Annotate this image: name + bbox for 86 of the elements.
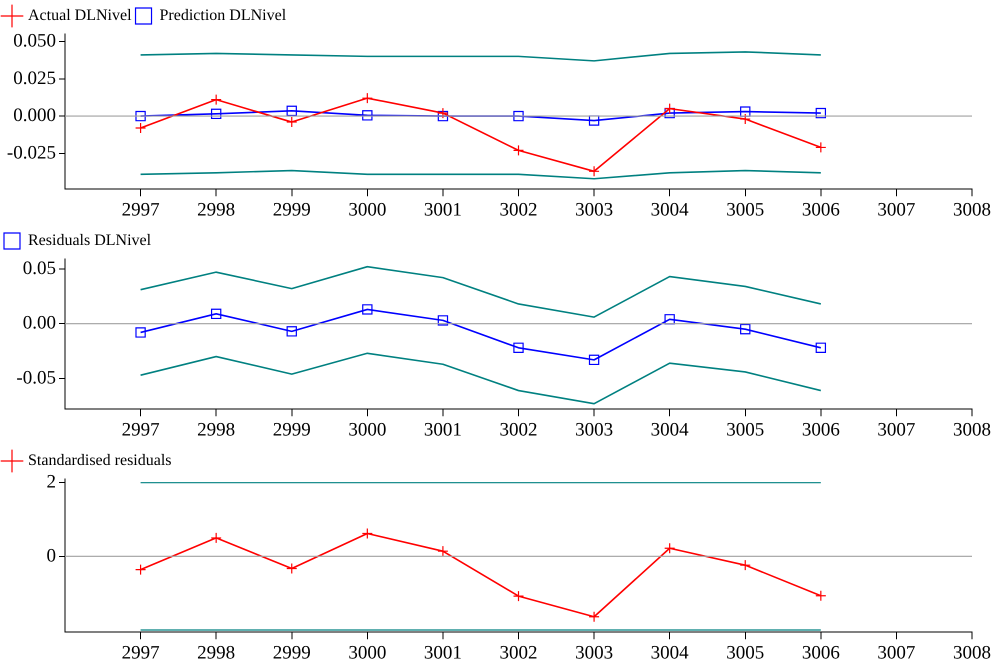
point [664,542,676,554]
y-tick-label: 0.00 [22,312,56,334]
x-tick-label: 2999 [272,420,311,441]
point [513,342,524,353]
x-tick-label: 3002 [500,420,538,441]
x-tick-label: 3000 [348,642,386,664]
x-tick-label: 3007 [877,642,916,664]
x-tick-label: 2998 [197,642,236,664]
x-tick-label: 3004 [650,420,690,441]
x-tick-label: 3007 [877,200,916,221]
x-tick-label: 3007 [877,420,916,441]
point [134,122,146,134]
y-tick-label: -0.025 [6,142,56,164]
point [437,107,449,119]
y-tick-label: 0.050 [13,30,56,52]
x-tick-label: 3002 [500,200,538,221]
x-tick-label: 3006 [802,200,840,221]
point [135,110,146,122]
x-tick-label: 2998 [197,200,236,221]
x-tick-label: 3000 [348,420,386,441]
x-tick-label: 3008 [953,420,991,441]
legend-label: Actual DLNivel [28,7,132,24]
point [437,546,449,557]
point [512,144,524,156]
y-tick-label: 0 [46,545,56,566]
x-tick-label: 2999 [272,642,311,664]
legend-label: Standardised residuals [28,452,172,470]
point [210,532,222,544]
point [588,611,600,622]
x-tick-label: 3005 [726,200,764,221]
point [816,108,826,118]
x-tick-label: 3006 [802,420,840,441]
x-tick-label: 2998 [197,420,236,441]
point [438,315,448,326]
x-tick-label: 2997 [122,420,160,441]
point [362,110,373,121]
point [362,528,373,540]
point [286,562,298,574]
point [134,564,146,576]
x-tick-label: 3005 [726,420,764,441]
y-tick-label: -0.05 [16,367,56,388]
x-tick-label: 2997 [122,642,160,664]
point [210,108,222,120]
point [438,110,448,122]
point [740,324,750,334]
point [816,342,826,353]
point [362,304,373,315]
x-tick-label: 3005 [726,642,764,664]
x-tick-label: 3000 [348,200,386,221]
point [135,327,146,338]
point [815,142,826,154]
x-tick-label: 3003 [575,420,614,441]
point [740,113,751,125]
point [210,308,222,320]
x-tick-label: 3001 [424,642,462,664]
x-tick-label: 3008 [953,642,991,664]
point [815,590,826,602]
x-tick-label: 3004 [650,200,690,221]
x-tick-label: 2997 [122,200,160,221]
legend-label: Prediction DLNivel [160,7,287,24]
y-tick-label: 2 [46,472,56,493]
x-tick-label: 2999 [272,200,311,221]
point [512,590,524,602]
x-tick-label: 3002 [500,642,538,664]
x-tick-label: 3003 [575,200,614,221]
x-tick-label: 3004 [650,642,690,664]
point [664,103,676,114]
point [286,116,298,128]
point [740,106,750,117]
point [513,110,524,122]
y-tick-label: 0.000 [13,105,56,126]
x-tick-label: 3008 [953,200,991,221]
point [286,326,297,337]
x-tick-label: 3001 [424,200,462,221]
y-tick-label: 0.025 [13,68,56,89]
point [588,354,600,366]
point [286,106,297,116]
x-tick-label: 3003 [575,642,614,664]
x-tick-label: 3006 [802,642,840,664]
point [210,94,222,106]
point [740,560,751,571]
y-tick-label: 0.05 [22,258,56,279]
legend-label: Residuals DLNivel [28,232,152,250]
point [362,92,373,104]
point [588,166,600,177]
x-tick-label: 3001 [424,420,462,441]
